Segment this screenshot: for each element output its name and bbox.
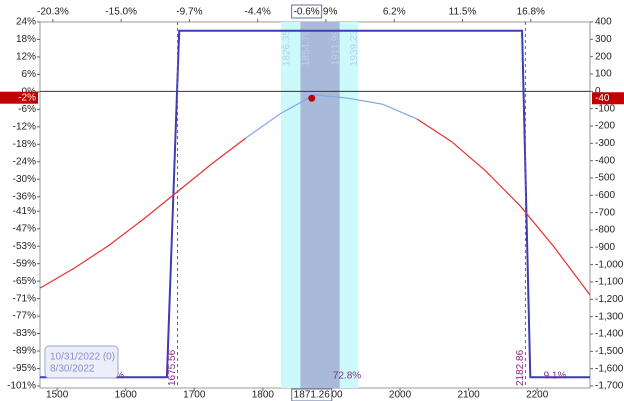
y-tick-label: -1,400 bbox=[595, 329, 624, 340]
x-tick-label: 1800 bbox=[252, 390, 275, 401]
current-price: 1871.26 bbox=[294, 390, 331, 401]
x2-tick-label: -20.3% bbox=[37, 7, 69, 18]
y-tick-label: 100 bbox=[595, 69, 612, 80]
y-tick-label: -1,000 bbox=[595, 259, 624, 270]
y2-tick-label: -65% bbox=[13, 276, 36, 287]
y-tick-label: -200 bbox=[595, 121, 615, 132]
current-pct: -2% bbox=[18, 92, 36, 103]
legend-entry: 8/30/2022 bbox=[50, 364, 95, 375]
y-tick-label: 200 bbox=[595, 51, 612, 62]
band-label: 1939.23 bbox=[349, 30, 360, 67]
y2-tick-label: -71% bbox=[13, 293, 36, 304]
current-pnl-box bbox=[592, 92, 624, 105]
x-tick-label: 2100 bbox=[457, 390, 480, 401]
y2-tick-label: 18% bbox=[16, 34, 36, 45]
y2-tick-label: 12% bbox=[16, 52, 36, 63]
y2-tick-label: -101% bbox=[7, 381, 36, 392]
y-tick-label: -500 bbox=[595, 173, 615, 184]
legend-entry: 10/31/2022 (0) bbox=[50, 352, 115, 363]
y-tick-label: -1,500 bbox=[595, 346, 624, 357]
x-tick-label: 2000 bbox=[389, 390, 412, 401]
current-change-box bbox=[291, 4, 323, 19]
y-tick-label: -1,600 bbox=[595, 363, 624, 374]
y-tick-label: 300 bbox=[595, 34, 612, 45]
x-tick-label: 1500 bbox=[46, 390, 69, 401]
x2-tick-label: -15.0% bbox=[105, 7, 137, 18]
y-tick-label: -1,300 bbox=[595, 311, 624, 322]
x-tick-label: 1600 bbox=[115, 390, 138, 401]
y2-tick-label: -12% bbox=[13, 121, 36, 132]
x2-tick-label: 16.8% bbox=[517, 7, 545, 18]
y2-tick-label: -41% bbox=[13, 206, 36, 217]
current-change: -0.6% bbox=[294, 7, 320, 18]
y2-tick-label: -24% bbox=[13, 156, 36, 167]
y2-tick-label: -6% bbox=[18, 104, 36, 115]
probability-label: 72.8% bbox=[333, 371, 361, 382]
y-tick-label: -600 bbox=[595, 190, 615, 201]
x2-tick-label: -4.4% bbox=[245, 7, 271, 18]
y2-tick-label: -30% bbox=[13, 174, 36, 185]
x2-tick-label: 0.9% bbox=[315, 7, 338, 18]
legend-box bbox=[44, 345, 119, 379]
x2-tick-label: 6.2% bbox=[383, 7, 406, 18]
y-tick-label: 400 bbox=[595, 17, 612, 28]
x-tick-label: 1700 bbox=[183, 390, 206, 401]
y-tick-label: -300 bbox=[595, 138, 615, 149]
y-tick-label: -1,700 bbox=[595, 381, 624, 392]
x-tick-label: 2200 bbox=[526, 390, 549, 401]
band-label: 1911.99 bbox=[330, 30, 341, 66]
y-tick-label: -400 bbox=[595, 155, 615, 166]
current-pnl: -40 bbox=[595, 93, 610, 104]
current-point bbox=[308, 94, 316, 102]
breakeven-label: 1675.56 bbox=[167, 349, 178, 386]
x2-tick-label: -9.7% bbox=[176, 7, 202, 18]
probability-label: 9.1% bbox=[544, 371, 567, 382]
pnl-line bbox=[39, 118, 591, 296]
y2-tick-label: -83% bbox=[13, 328, 36, 339]
band-label: 1854.79 bbox=[301, 30, 312, 67]
x2-tick-label: 11.5% bbox=[449, 7, 477, 18]
pnl-line bbox=[245, 94, 418, 139]
y-tick-label: -1,100 bbox=[595, 277, 624, 288]
y2-tick-label: -18% bbox=[13, 139, 36, 150]
sigma-band bbox=[300, 22, 340, 388]
y2-tick-label: -95% bbox=[13, 363, 36, 374]
breakeven-label: 2182.86 bbox=[515, 349, 526, 386]
band-label: 1826.35 bbox=[282, 30, 293, 67]
y-tick-label: -900 bbox=[595, 242, 615, 253]
y-tick-label: -700 bbox=[595, 207, 615, 218]
y2-tick-label: 6% bbox=[22, 69, 37, 80]
y-tick-label: -800 bbox=[595, 225, 615, 236]
y-tick-label: 0 bbox=[595, 86, 601, 97]
y-tick-label: -1,200 bbox=[595, 294, 624, 305]
y2-tick-label: -59% bbox=[13, 258, 36, 269]
y2-tick-label: -53% bbox=[13, 241, 36, 252]
current-pct-box bbox=[0, 91, 38, 104]
y2-tick-label: -77% bbox=[13, 311, 36, 322]
y2-tick-label: 24% bbox=[16, 17, 36, 28]
y2-tick-label: -47% bbox=[13, 223, 36, 234]
y-tick-label: -100 bbox=[595, 103, 615, 114]
y2-tick-label: -89% bbox=[13, 346, 36, 357]
y2-tick-label: -36% bbox=[13, 191, 36, 202]
pnl-line bbox=[40, 29, 590, 379]
current-price-box bbox=[291, 388, 333, 401]
